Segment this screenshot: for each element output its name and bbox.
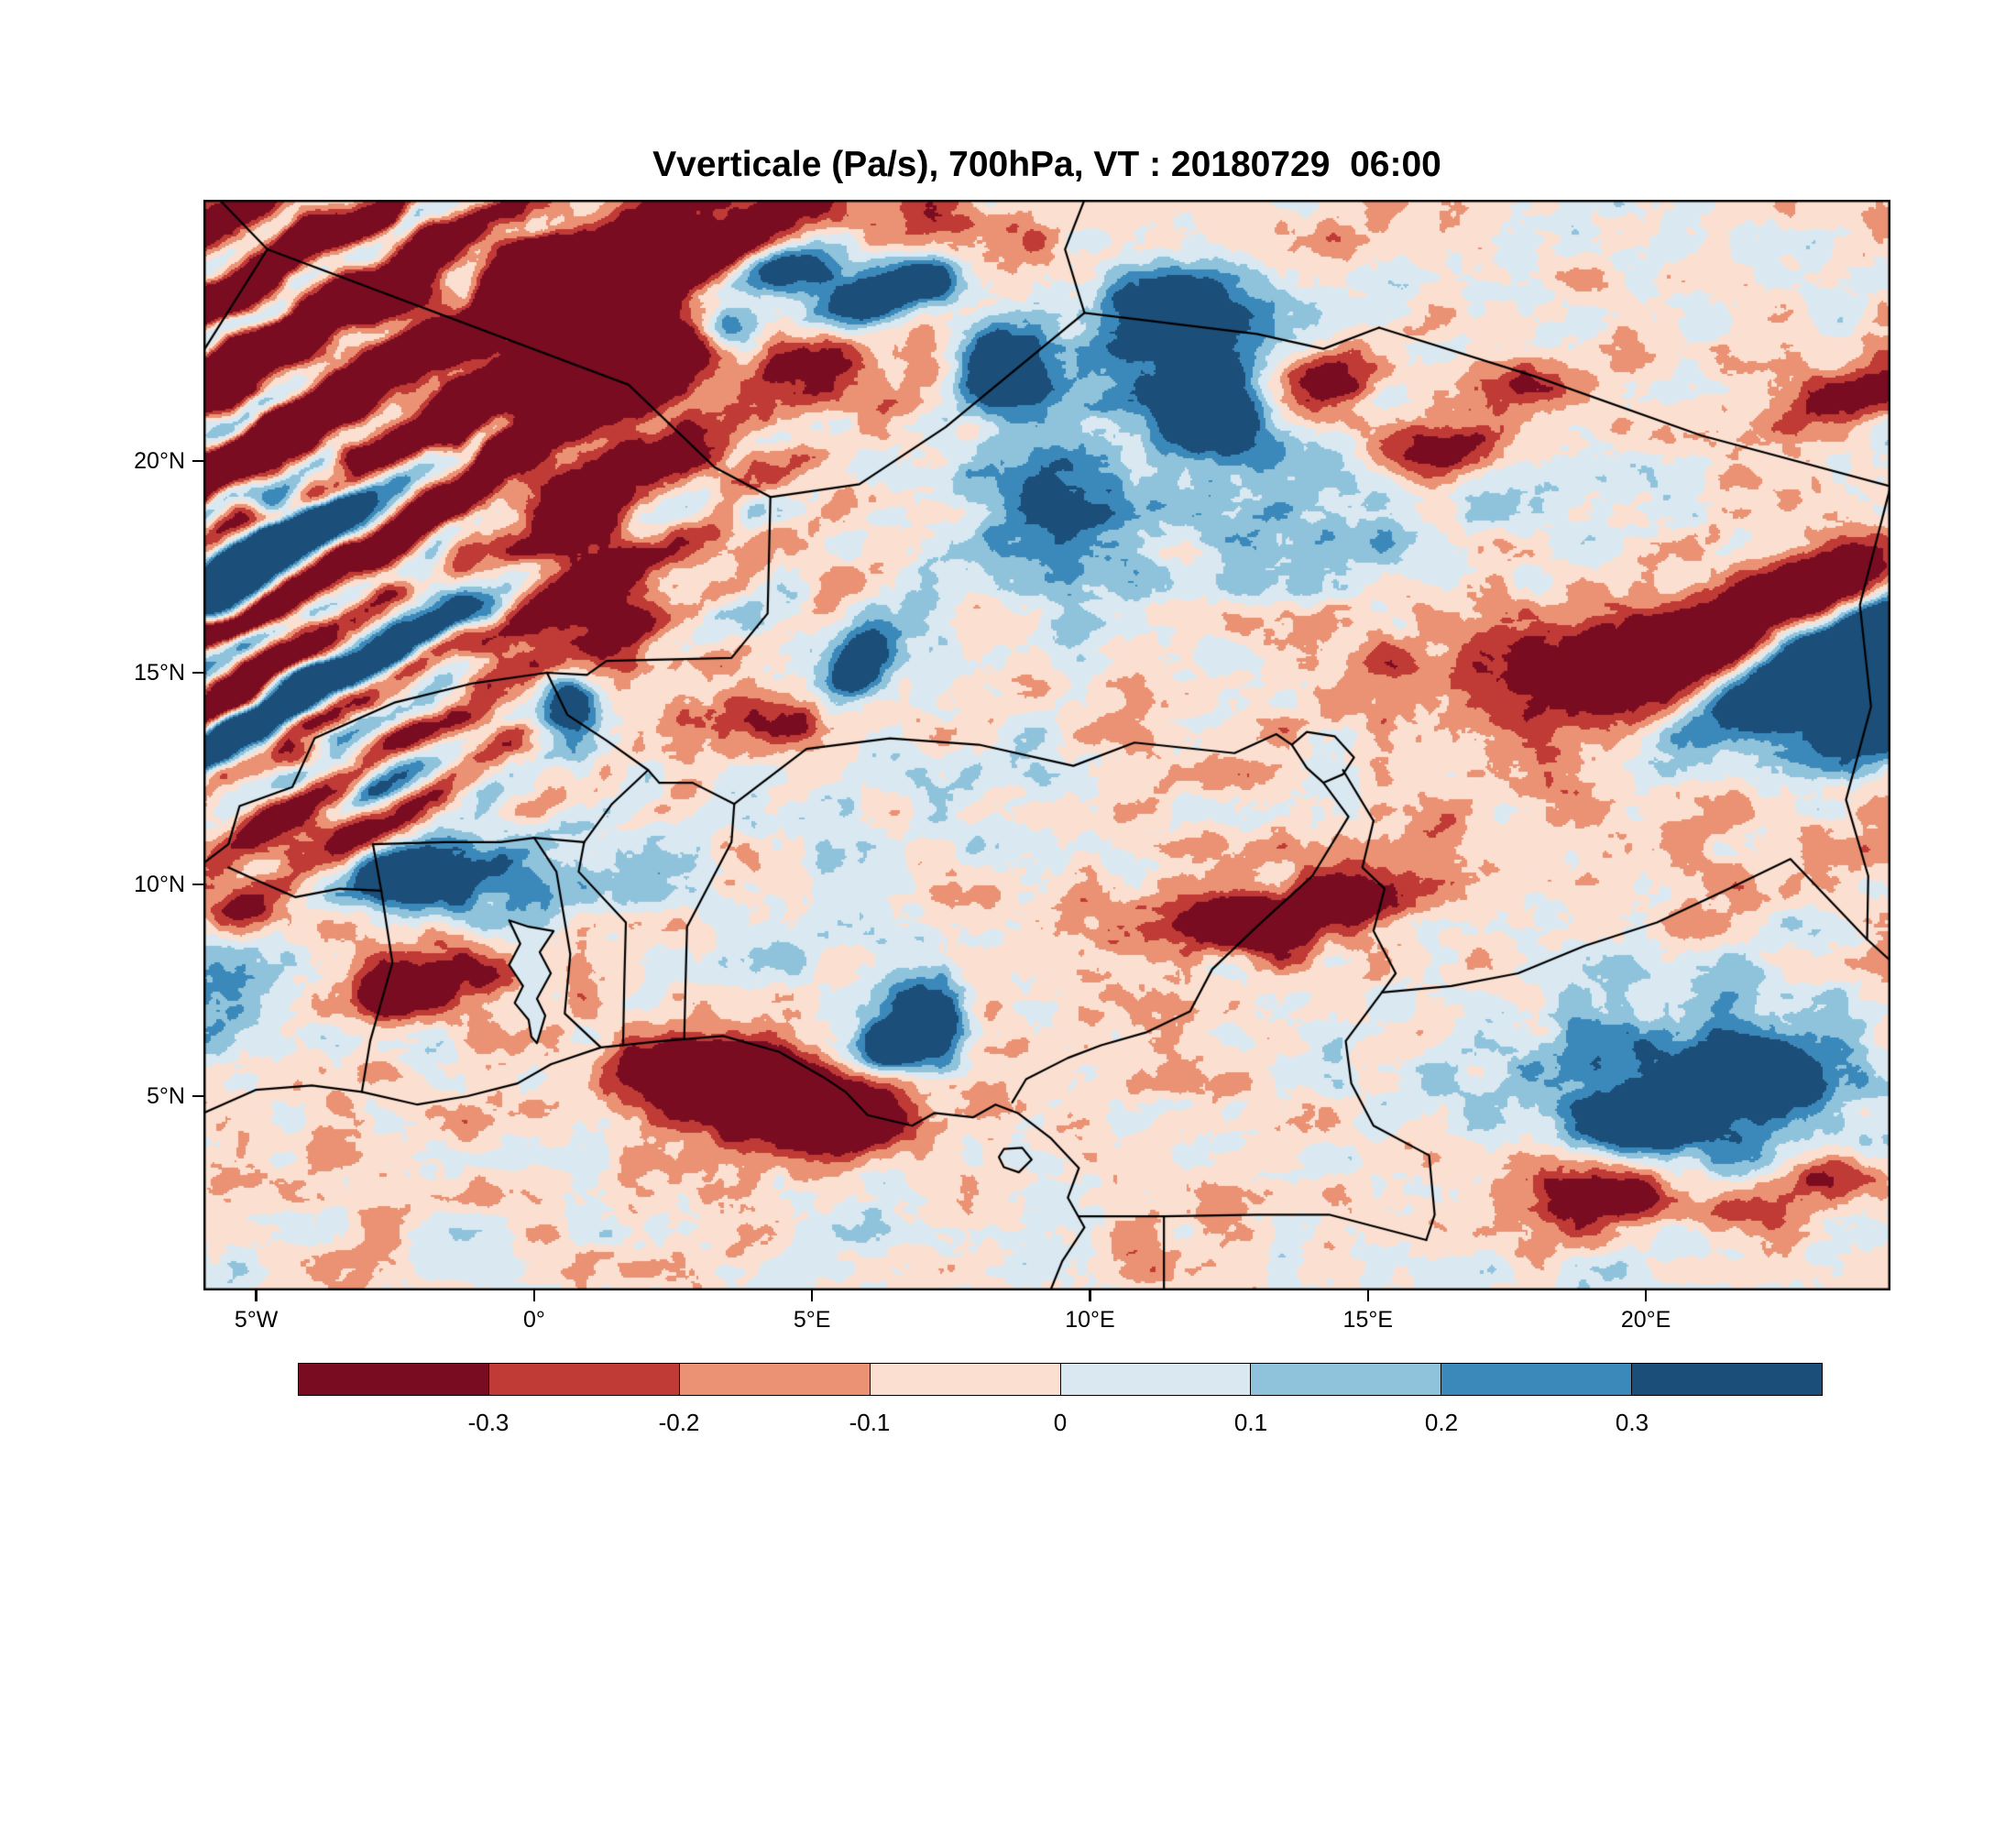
colorbar-tick-label: -0.2	[658, 1409, 700, 1436]
y-tick-label: 15°N	[134, 660, 185, 686]
y-tick-mark	[192, 459, 203, 463]
colorbar-segment	[1059, 1364, 1251, 1395]
colorbar-tick-label: -0.1	[849, 1409, 891, 1436]
x-tick-label: 20°E	[1620, 1307, 1671, 1333]
y-tick-label: 10°N	[134, 871, 185, 897]
colorbar-segment	[678, 1364, 870, 1395]
y-tick-mark	[192, 1094, 203, 1098]
colorbar-segment	[299, 1364, 488, 1395]
colorbar-segment	[488, 1364, 679, 1395]
x-tick-label: 5°E	[793, 1307, 831, 1333]
colorbar-segment	[1441, 1364, 1632, 1395]
x-tick-label: 5°W	[234, 1307, 279, 1333]
colorbar-tick-label: 0	[1053, 1409, 1068, 1436]
x-tick-label: 10°E	[1065, 1307, 1115, 1333]
colorbar: -0.3 -0.2 -0.1 0 0.1 0.2 0.3	[298, 1363, 1823, 1436]
colorbar-swatches	[298, 1363, 1823, 1396]
y-tick-label: 20°N	[134, 448, 185, 475]
x-tick-mark	[255, 1290, 257, 1301]
colorbar-segment	[1631, 1364, 1822, 1395]
x-tick-label: 0°	[522, 1307, 545, 1333]
colorbar-tick-label: 0.3	[1615, 1409, 1649, 1436]
colorbar-segment	[1250, 1364, 1441, 1395]
x-tick-label: 15°E	[1342, 1307, 1394, 1333]
x-tick-mark	[1644, 1290, 1648, 1301]
colorbar-tick-label: 0.1	[1233, 1409, 1268, 1436]
colorbar-segment	[869, 1364, 1060, 1395]
map-canvas	[203, 200, 1890, 1290]
x-tick-mark	[810, 1290, 814, 1301]
colorbar-tick-label: 0.2	[1424, 1409, 1459, 1436]
x-tick-mark	[532, 1290, 536, 1301]
y-tick-label: 5°N	[147, 1082, 185, 1109]
x-tick-mark	[1366, 1290, 1370, 1301]
chart-title: Vverticale (Pa/s), 700hPa, VT : 20180729…	[652, 145, 1441, 184]
y-tick-mark	[192, 671, 203, 675]
colorbar-tick-label: -0.3	[467, 1409, 509, 1436]
y-tick-mark	[192, 883, 203, 886]
x-tick-mark	[1089, 1290, 1091, 1301]
